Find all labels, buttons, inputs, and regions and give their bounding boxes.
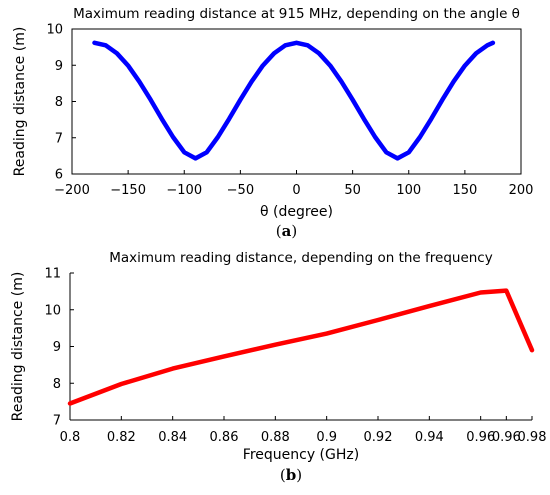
chart-1: Maximum reading distance at 915 MHz, dep… <box>12 6 533 240</box>
x-tick-label: 0.8 <box>60 430 81 445</box>
x-tick-label: 0.88 <box>261 430 290 445</box>
panel-label: (a) <box>276 222 297 240</box>
y-tick-label: 8 <box>53 377 61 392</box>
x-tick-label: −50 <box>227 183 254 198</box>
plot-frame <box>71 28 522 175</box>
y-tick-label: 8 <box>55 95 63 110</box>
x-tick-label: 0.82 <box>107 430 136 445</box>
y-tick-label: 10 <box>46 23 63 38</box>
y-axis-label: Reading distance (m) <box>10 272 26 422</box>
chart-title: Maximum reading distance, depending on t… <box>109 250 492 266</box>
x-tick-label: 0.94 <box>415 430 444 445</box>
x-tick-label: 0.96 <box>466 430 495 445</box>
x-tick-label: −150 <box>110 183 146 198</box>
x-tick-label: 0.86 <box>210 430 239 445</box>
y-tick-label: 10 <box>44 303 61 318</box>
x-tick-label: 0.92 <box>364 430 393 445</box>
x-tick-label: 50 <box>344 183 361 198</box>
y-tick-label: 11 <box>44 267 61 282</box>
x-axis-label: θ (degree) <box>260 204 333 220</box>
y-tick-label: 7 <box>53 414 61 429</box>
x-tick-label: 0 <box>292 183 300 198</box>
x-tick-label: −100 <box>166 183 202 198</box>
series-line <box>92 40 496 161</box>
x-tick-label: 0.9 <box>316 430 337 445</box>
y-tick-label: 7 <box>55 131 63 146</box>
chart-title: Maximum reading distance at 915 MHz, dep… <box>73 6 520 22</box>
x-tick-label: 0.84 <box>158 430 187 445</box>
x-tick-label: 200 <box>509 183 534 198</box>
x-tick-label: 100 <box>396 183 421 198</box>
y-tick-label: 6 <box>55 168 63 183</box>
y-tick-label: 9 <box>53 340 61 355</box>
x-tick-label: 150 <box>452 183 477 198</box>
chart-2: Maximum reading distance, depending on t… <box>10 250 546 484</box>
x-tick-label: −200 <box>54 183 90 198</box>
x-tick-label: 0.98 <box>518 430 547 445</box>
y-tick-label: 9 <box>55 59 63 74</box>
x-tick-label: 0.96 <box>492 430 521 445</box>
x-axis-label: Frequency (GHz) <box>243 447 359 463</box>
y-axis-label: Reading distance (m) <box>12 27 28 177</box>
series-line <box>67 288 535 406</box>
panel-label: (b) <box>280 466 302 484</box>
